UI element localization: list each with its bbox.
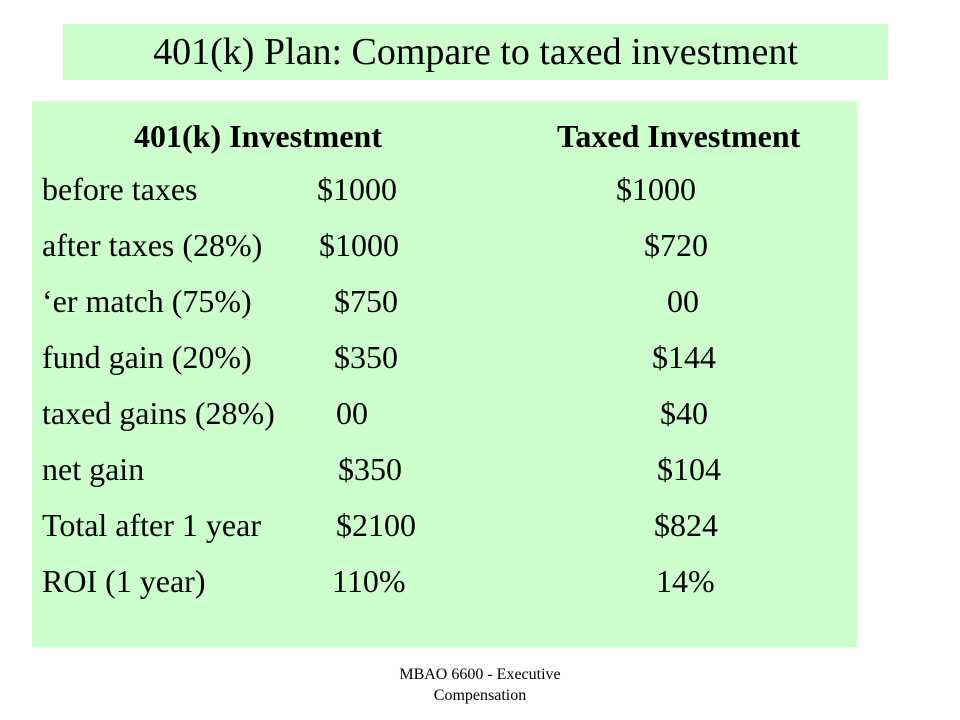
row-taxed-fund-gain: $144 [652, 339, 716, 375]
row-401k-taxed-gains: 00 [336, 395, 368, 431]
row-label-er-match: ‘er match (75%) [42, 283, 252, 319]
row-label-total: Total after 1 year [42, 507, 261, 543]
row-taxed-taxed-gains: $40 [660, 395, 708, 431]
slide-title: 401(k) Plan: Compare to taxed investment [153, 31, 798, 73]
footer-line-2: Compensation [433, 687, 527, 704]
row-401k-total: $2100 [336, 507, 416, 543]
row-taxed-er-match: 00 [667, 283, 699, 319]
row-401k-after-taxes: $1000 [319, 227, 399, 263]
row-401k-net-gain: $350 [338, 451, 402, 487]
footer: MBAO 6600 - Executive Compensation [330, 664, 630, 706]
row-label-before-taxes: before taxes [42, 171, 198, 207]
row-label-roi: ROI (1 year) [42, 563, 206, 599]
header-401k-investment: 401(k) Investment [134, 118, 382, 154]
title-bar: 401(k) Plan: Compare to taxed investment [63, 24, 888, 80]
row-taxed-roi: 14% [656, 563, 715, 599]
row-label-net-gain: net gain [42, 451, 145, 487]
header-taxed-investment: Taxed Investment [557, 118, 801, 154]
comparison-panel: 401(k) Investment Taxed Investment befor… [32, 101, 857, 647]
footer-line-1: MBAO 6600 - Executive [399, 666, 561, 683]
row-taxed-total: $824 [654, 507, 718, 543]
row-taxed-after-taxes: $720 [644, 227, 708, 263]
row-label-taxed-gains: taxed gains (28%) [42, 395, 275, 431]
row-taxed-before-taxes: $1000 [616, 171, 696, 207]
row-taxed-net-gain: $104 [657, 451, 721, 487]
row-label-fund-gain: fund gain (20%) [42, 339, 252, 375]
row-401k-er-match: $750 [334, 283, 398, 319]
row-401k-before-taxes: $1000 [317, 171, 397, 207]
row-401k-fund-gain: $350 [334, 339, 398, 375]
row-label-after-taxes: after taxes (28%) [42, 227, 263, 263]
row-401k-roi: 110% [332, 563, 406, 599]
